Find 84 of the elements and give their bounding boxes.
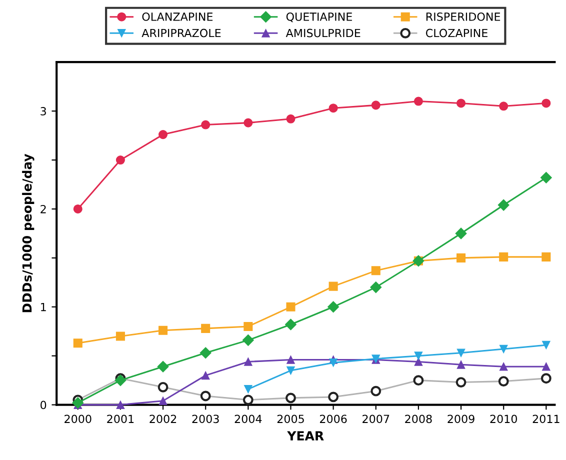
x-tick-label: 2001 <box>107 414 134 424</box>
x-tick-label: 2005 <box>277 414 304 424</box>
point <box>499 362 508 371</box>
point <box>329 358 338 367</box>
point <box>73 204 82 214</box>
point <box>244 384 252 394</box>
point <box>286 356 295 364</box>
point <box>72 397 84 409</box>
point <box>73 338 82 348</box>
point <box>158 382 168 392</box>
point <box>201 371 210 380</box>
point <box>116 332 125 341</box>
point <box>116 155 125 165</box>
legend-label: AMISULPRIDE <box>286 28 360 38</box>
point <box>158 130 168 140</box>
point <box>370 386 382 396</box>
point <box>542 362 550 371</box>
point <box>499 102 508 111</box>
point <box>200 390 211 402</box>
point <box>413 375 424 386</box>
y-axis-title: DDDs/1000 people/day <box>22 154 34 312</box>
point <box>542 252 551 262</box>
point <box>286 366 295 375</box>
x-tick-label: 2004 <box>234 414 262 424</box>
y-tick-label: 0 <box>40 400 46 410</box>
point <box>540 373 552 384</box>
point <box>157 360 169 372</box>
x-tick-label: 2006 <box>320 414 347 424</box>
x-axis-title: YEAR <box>287 431 324 440</box>
point <box>328 392 339 402</box>
legend-label: CLOZAPINE <box>426 28 488 38</box>
point <box>286 392 296 404</box>
point <box>286 114 296 124</box>
point <box>371 266 380 276</box>
point <box>414 352 423 360</box>
point <box>116 400 125 409</box>
legend-label: QUETIAPINE <box>286 12 352 22</box>
legend-label: RISPERIDONE <box>426 12 500 21</box>
point <box>498 199 510 211</box>
point <box>456 360 466 369</box>
point <box>455 228 467 240</box>
legend-label: ARIPIPRAZOLE <box>142 28 221 38</box>
point <box>286 302 296 312</box>
legend-label: OLANZAPINE <box>142 12 213 21</box>
point <box>242 334 254 346</box>
point <box>244 322 253 331</box>
point <box>414 96 423 106</box>
point <box>328 104 338 113</box>
x-tick-label: 2003 <box>192 414 219 424</box>
point <box>498 376 509 387</box>
x-tick-label: 2002 <box>150 414 176 424</box>
point <box>114 374 126 386</box>
x-tick-label: 2008 <box>405 414 432 424</box>
y-tick-label: 1 <box>41 303 46 312</box>
point <box>284 318 296 330</box>
point <box>456 377 466 388</box>
point <box>371 100 380 110</box>
point <box>456 348 466 358</box>
point <box>242 394 254 406</box>
x-tick-label: 2011 <box>532 414 560 424</box>
point <box>542 340 550 350</box>
point <box>244 118 253 128</box>
point <box>201 324 210 333</box>
point <box>499 344 508 354</box>
x-tick-label: 2010 <box>490 414 517 424</box>
point <box>499 252 508 262</box>
point <box>200 347 212 359</box>
point <box>158 396 168 406</box>
point <box>158 326 168 335</box>
point <box>540 172 552 184</box>
x-tick-label: 2009 <box>448 414 474 424</box>
y-tick-label: 2 <box>40 204 46 214</box>
point <box>414 358 423 366</box>
x-tick-label: 2007 <box>362 414 390 424</box>
point <box>201 120 210 130</box>
point <box>456 98 466 108</box>
point <box>542 98 551 108</box>
point <box>370 282 382 294</box>
point <box>244 358 252 366</box>
point <box>328 301 340 313</box>
point <box>328 282 338 291</box>
point <box>456 253 466 262</box>
y-tick-label: 3 <box>40 107 46 116</box>
x-tick-label: 2000 <box>64 414 92 424</box>
